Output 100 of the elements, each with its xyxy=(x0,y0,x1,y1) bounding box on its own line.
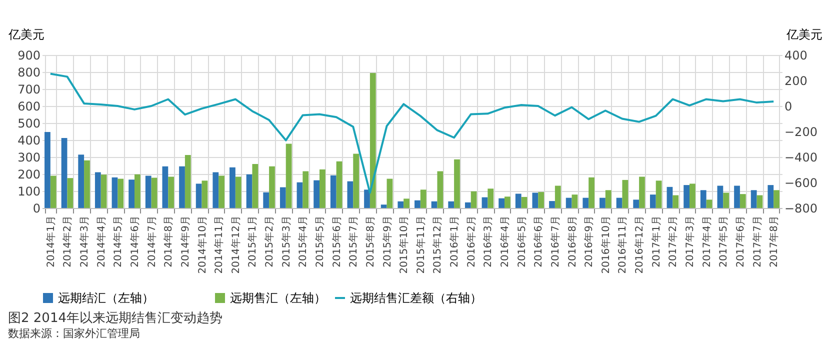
bar xyxy=(347,181,354,208)
bar xyxy=(145,176,152,208)
x-tick-label: 2014年11月 xyxy=(213,216,226,274)
x-tick-label: 2015年8月 xyxy=(364,216,376,268)
x-tick-label: 2014年1月 xyxy=(44,216,57,268)
bar xyxy=(717,186,724,208)
x-tick-label: 2015年7月 xyxy=(348,216,360,268)
bar xyxy=(44,132,50,208)
bar xyxy=(734,186,740,208)
bar xyxy=(184,154,191,208)
bar xyxy=(488,188,494,208)
bar xyxy=(320,169,326,208)
bar xyxy=(134,174,140,208)
y-tick-label: 900 xyxy=(18,48,40,62)
x-tick-label: 2016年1月 xyxy=(448,216,461,268)
bar xyxy=(431,201,438,208)
bar xyxy=(263,192,270,208)
x-tick-label: 2016年9月 xyxy=(583,216,596,268)
bar xyxy=(112,177,118,208)
x-tick-label: 2015年4月 xyxy=(297,216,310,268)
x-tick-label: 2017年6月 xyxy=(734,216,746,268)
y2-tick-label: −200 xyxy=(784,125,818,139)
bar xyxy=(582,198,589,208)
x-tick-label: 2017年4月 xyxy=(700,216,713,268)
x-tick-label: 2014年10月 xyxy=(196,216,208,274)
x-tick-label: 2015年5月 xyxy=(314,216,326,268)
bar xyxy=(470,191,477,208)
bar xyxy=(600,198,606,208)
y2-axis-title: 亿美元 xyxy=(786,28,822,42)
bar xyxy=(498,198,504,208)
y2-tick-label: −800 xyxy=(784,202,818,216)
y-tick-label: 200 xyxy=(18,168,40,182)
bar xyxy=(420,190,426,208)
x-tick-label: 2016年11月 xyxy=(616,216,629,274)
bar xyxy=(235,176,242,208)
x-tick-label: 2016年2月 xyxy=(465,216,478,268)
y-axis-title: 亿美元 xyxy=(8,28,44,42)
x-tick-label: 2014年12月 xyxy=(230,216,242,274)
text: 图2 2014年以来远期结售汇变动趋势 xyxy=(8,311,222,326)
bar xyxy=(448,201,454,208)
y-tick-label: 800 xyxy=(18,66,40,80)
y-tick-label: 500 xyxy=(18,116,40,130)
y-tick-label: 400 xyxy=(18,134,40,148)
x-tick-label: 2017年3月 xyxy=(684,216,696,268)
x-tick-label: 2015年9月 xyxy=(381,216,394,268)
bar xyxy=(515,194,522,208)
source-note: 数据来源：国家外汇管理局 xyxy=(8,327,140,340)
bar xyxy=(566,198,572,208)
bar xyxy=(633,200,640,208)
y2-tick-label: −600 xyxy=(784,176,818,190)
bar xyxy=(616,198,622,208)
bar xyxy=(740,194,746,208)
bar xyxy=(454,159,460,208)
y2-tick-label: 200 xyxy=(784,74,808,88)
x-tick-label: 2017年8月 xyxy=(768,216,780,268)
x-tick-label: 2014年4月 xyxy=(95,216,108,268)
bar xyxy=(302,171,309,208)
bar xyxy=(370,73,376,208)
bar xyxy=(482,197,488,208)
bar xyxy=(50,176,56,208)
bar xyxy=(521,196,528,208)
y-tick-label: 600 xyxy=(18,100,40,114)
bar xyxy=(605,190,612,208)
x-tick-label: 2014年8月 xyxy=(162,216,175,268)
bar xyxy=(656,180,662,208)
y-tick-label: 100 xyxy=(18,184,40,198)
x-tick-label: 2015年1月 xyxy=(246,216,259,268)
bar xyxy=(128,180,134,208)
y-tick-label: 0 xyxy=(32,202,40,216)
bar xyxy=(100,174,107,208)
x-tick-label: 2015年11月 xyxy=(414,216,427,274)
bar xyxy=(532,192,538,208)
bar xyxy=(768,185,774,208)
bar xyxy=(286,144,292,208)
bar xyxy=(269,166,275,208)
x-tick-label: 2017年1月 xyxy=(650,216,662,268)
bar xyxy=(230,167,236,208)
legend-label: 远期结售汇差额（右轴） xyxy=(350,291,482,305)
line-series xyxy=(49,72,775,194)
bar xyxy=(690,184,696,208)
bar xyxy=(386,178,393,208)
y-tick-label: 300 xyxy=(18,150,40,164)
bar xyxy=(639,176,645,208)
bar xyxy=(218,176,224,208)
x-tick-label: 2015年2月 xyxy=(264,216,276,268)
x-tick-label: 2016年3月 xyxy=(482,216,494,268)
x-tick-label: 2017年5月 xyxy=(718,216,730,268)
bar xyxy=(151,178,158,208)
bar xyxy=(168,176,174,208)
bar xyxy=(554,186,561,208)
bar xyxy=(622,180,628,208)
bar xyxy=(398,201,404,208)
x-tick-label: 2015年3月 xyxy=(280,216,292,268)
x-tick-label: 2016年6月 xyxy=(532,216,545,268)
bar xyxy=(202,180,208,208)
x-tick-label: 2014年7月 xyxy=(146,216,158,268)
x-tick-label: 2014年9月 xyxy=(179,216,192,268)
bar xyxy=(380,204,387,208)
bar xyxy=(212,172,219,208)
bar xyxy=(723,192,730,208)
